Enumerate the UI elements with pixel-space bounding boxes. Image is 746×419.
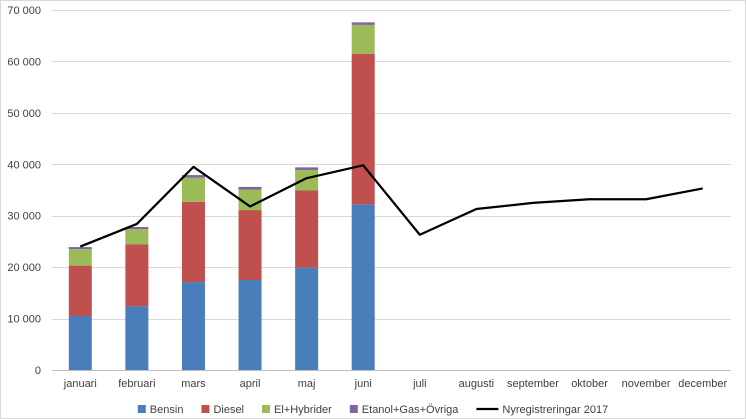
- y-tick-label: 20 000: [7, 262, 41, 274]
- bar-segment: [181, 175, 205, 178]
- x-tick-label: april: [240, 378, 261, 390]
- x-tick-label: november: [622, 378, 671, 390]
- bar-segment: [125, 244, 149, 307]
- series-line: [79, 164, 703, 248]
- bar-segment: [295, 267, 319, 370]
- legend-label: El+Hybrider: [274, 404, 332, 416]
- y-axis-tick-labels: 0 10 000 20 000 30 000 40 000 50 000 60 000 70 …: [7, 5, 41, 377]
- x-tick-label: december: [678, 378, 727, 390]
- y-tick-label: 0: [35, 365, 41, 377]
- x-tick-label: maj: [298, 378, 316, 390]
- bar-segment: [351, 53, 375, 205]
- legend-item: Diesel: [201, 404, 244, 416]
- bar-segment: [68, 249, 92, 266]
- x-tick-label: augusti: [459, 378, 494, 390]
- x-tick-label: februari: [118, 378, 155, 390]
- x-axis-tick-labels: januari februari mars april maj juni juli augus…: [63, 378, 728, 390]
- x-tick-label: oktober: [571, 378, 608, 390]
- bar-segment: [238, 186, 262, 190]
- bar-segment: [238, 280, 262, 370]
- x-tick-label: september: [507, 378, 559, 390]
- y-tick-label: 30 000: [7, 211, 41, 223]
- legend-item: Nyregistreringar 2017: [476, 404, 608, 416]
- legend-item: El+Hybrider: [262, 404, 332, 416]
- bar-segment: [125, 306, 149, 370]
- bar-segment: [68, 247, 92, 250]
- x-tick-label: mars: [181, 378, 206, 390]
- legend-swatch: [201, 405, 210, 413]
- line-series: [79, 164, 703, 248]
- legend-item: Etanol+Gas+Övriga: [349, 404, 459, 416]
- bar-segment: [351, 24, 375, 54]
- bar-segment: [125, 229, 149, 245]
- bar-segment: [295, 190, 319, 268]
- x-tick-label: juni: [354, 378, 372, 390]
- gridlines: [52, 10, 731, 320]
- bar-segment: [295, 169, 319, 191]
- bar-segment: [68, 265, 92, 316]
- legend: Bensin Diesel El+Hybrider Etanol+Gas+Övriga…: [137, 404, 608, 416]
- y-tick-label: 40 000: [7, 159, 41, 171]
- bar-segment: [181, 282, 205, 370]
- bar-segment: [295, 167, 319, 170]
- x-tick-label: januari: [63, 378, 97, 390]
- legend-swatch: [349, 405, 358, 413]
- stacked-bars: [68, 22, 375, 370]
- bar-segment: [125, 227, 149, 230]
- legend-label: Bensin: [150, 404, 184, 416]
- legend-label: Nyregistreringar 2017: [502, 404, 608, 416]
- bar-segment: [351, 22, 375, 25]
- legend-swatch: [262, 405, 271, 413]
- y-tick-label: 50 000: [7, 108, 41, 120]
- legend-swatch: [137, 405, 146, 413]
- bar-segment: [181, 177, 205, 202]
- bar-segment: [181, 201, 205, 283]
- bar-segment: [238, 189, 262, 211]
- y-tick-label: 60 000: [7, 56, 41, 68]
- x-tick-label: juli: [412, 378, 426, 390]
- bar-segment: [68, 316, 92, 370]
- y-tick-label: 70 000: [7, 5, 41, 17]
- legend-label: Diesel: [213, 404, 244, 416]
- legend-item: Bensin: [137, 404, 184, 416]
- bar-segment: [351, 204, 375, 370]
- y-tick-label: 10 000: [7, 314, 41, 326]
- bar-segment: [238, 210, 262, 280]
- legend-label: Etanol+Gas+Övriga: [362, 404, 459, 416]
